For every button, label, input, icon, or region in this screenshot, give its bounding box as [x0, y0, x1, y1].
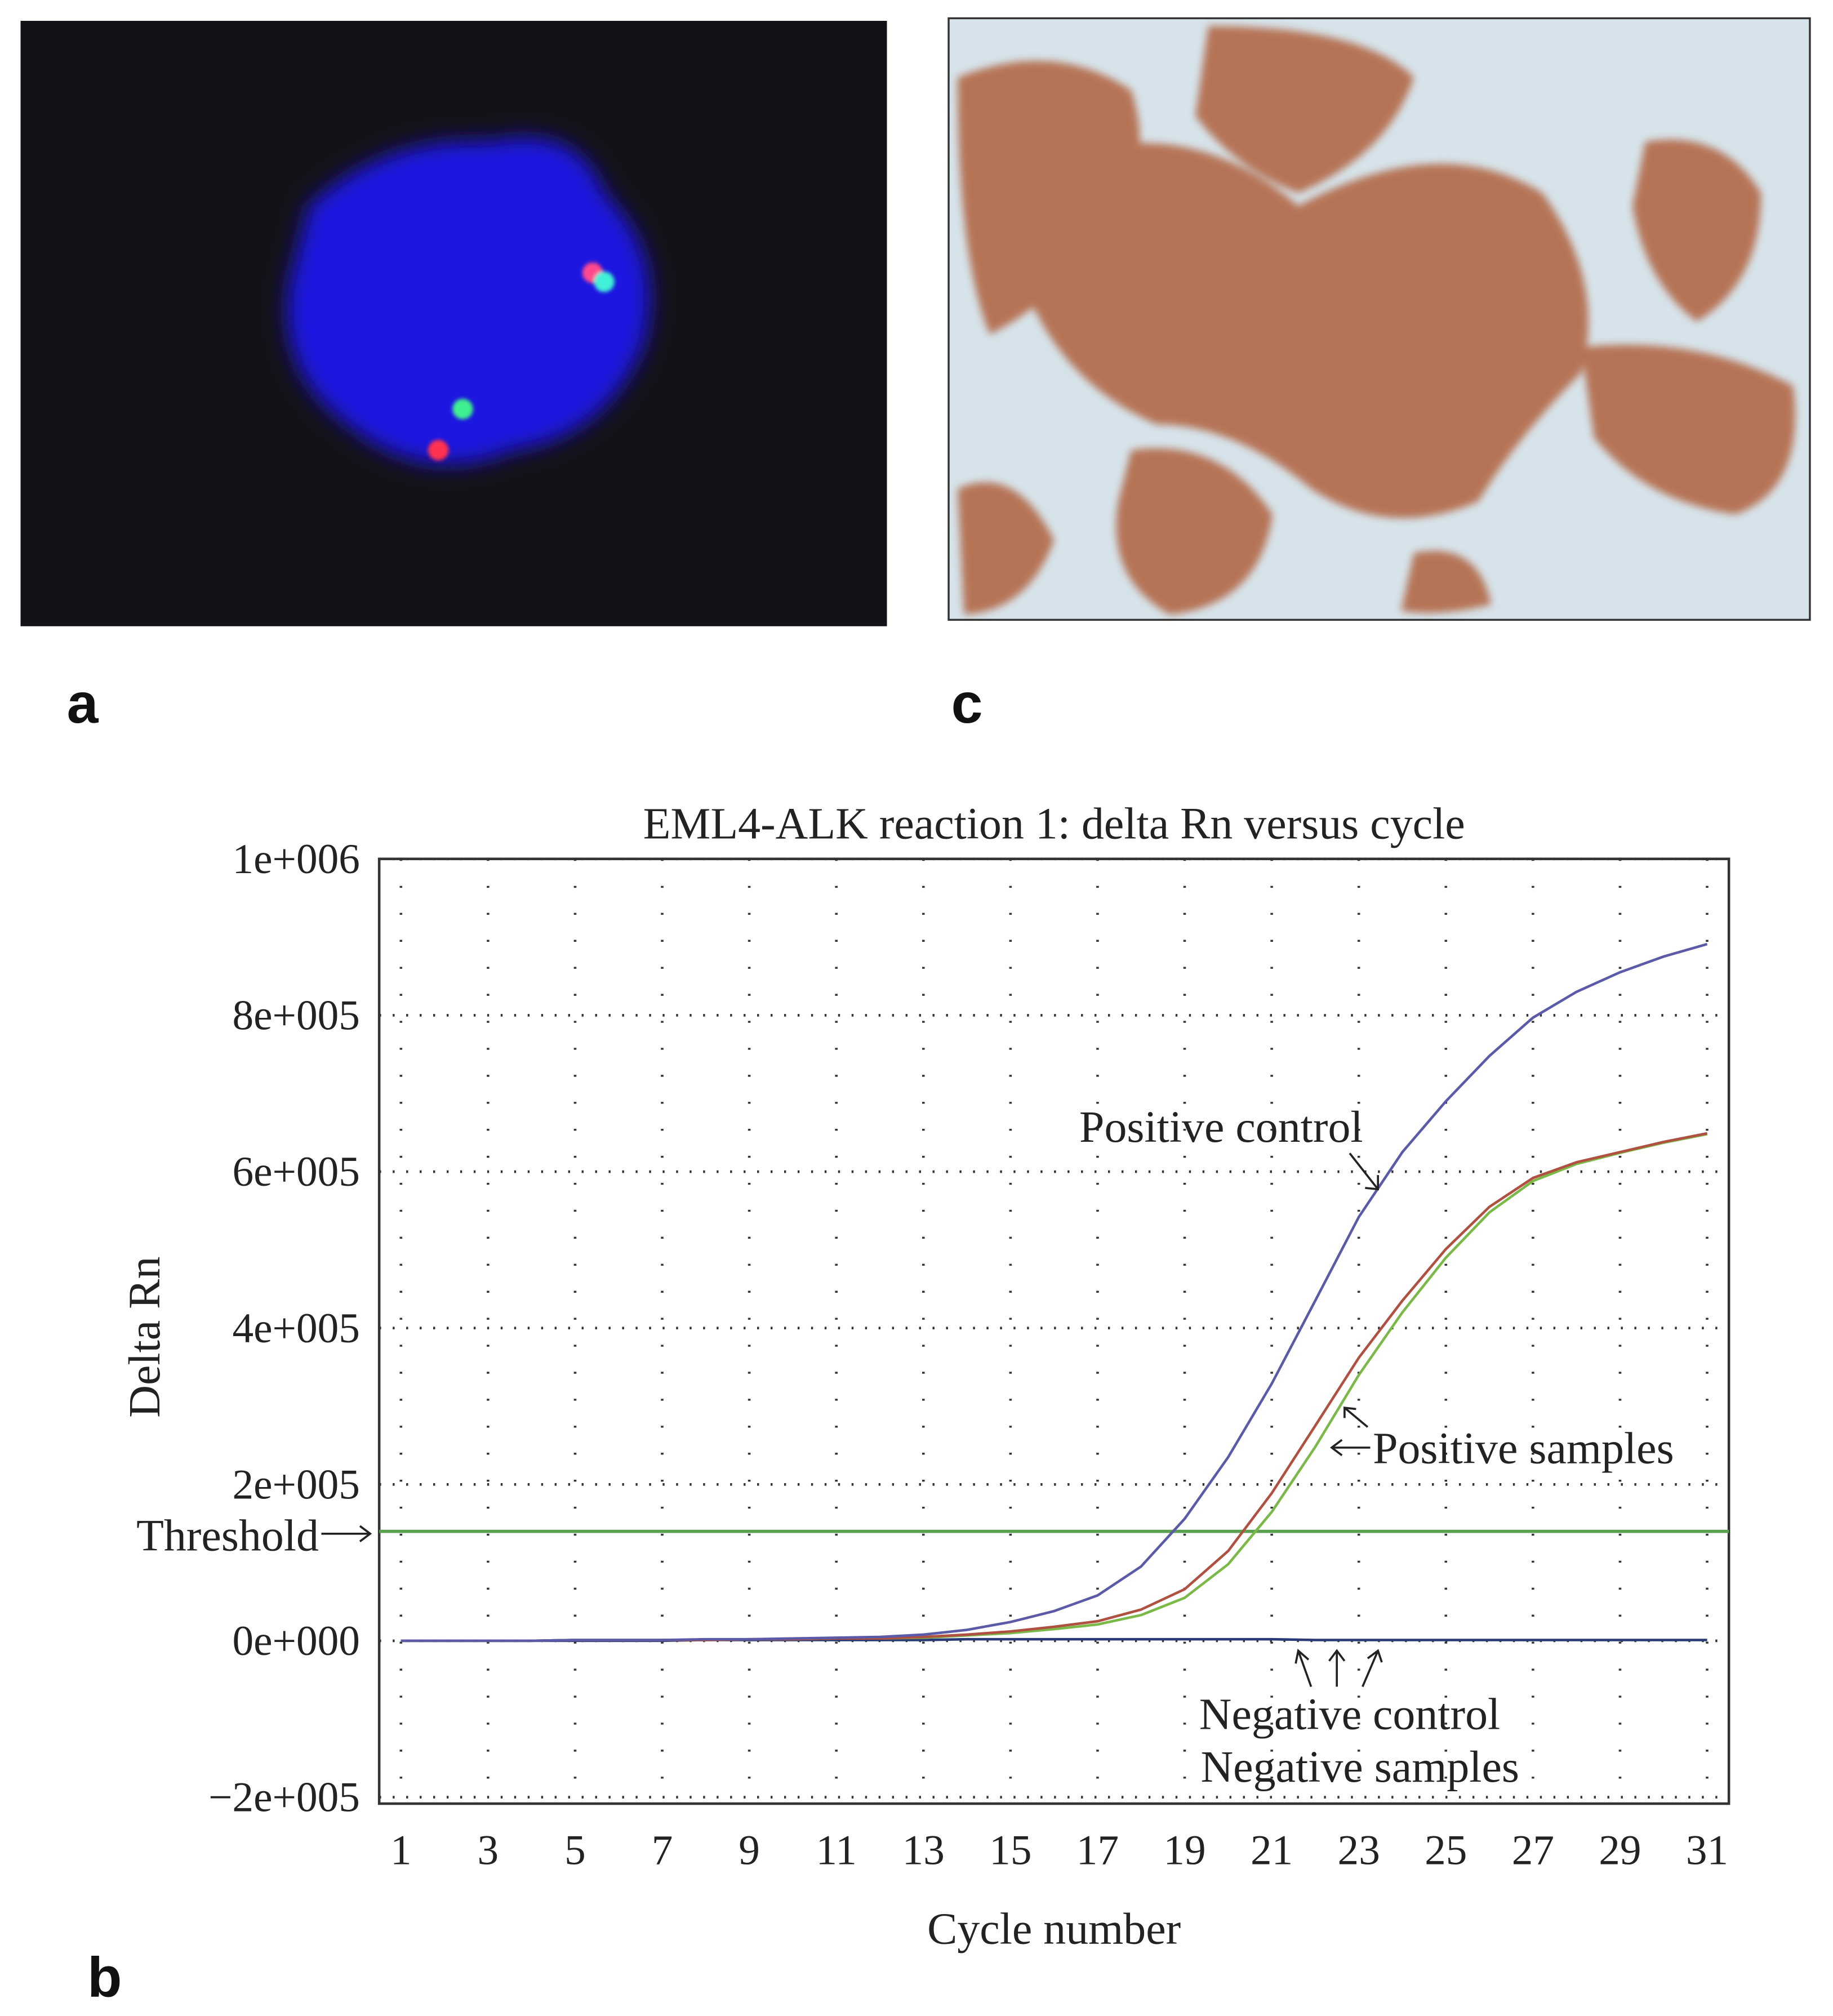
plot-frame [377, 857, 1730, 1805]
x-tick-label: 23 [1338, 1827, 1380, 1873]
panel-c-image [947, 17, 1811, 621]
plot: −2e+005 0e+000 2e+005 4e+005 6e+005 8e+005 1e+… [208, 836, 1730, 1873]
y-tick-label: 0e+000 [232, 1618, 359, 1665]
x-tick-label: 19 [1163, 1827, 1205, 1873]
y-tick-label: 4e+005 [232, 1305, 359, 1352]
series-line [401, 942, 1708, 1643]
series-line [401, 1132, 1708, 1643]
x-tick-label: 31 [1686, 1827, 1728, 1873]
annotation: Threshold [136, 1511, 319, 1560]
x-axis-label: Cycle number [927, 1904, 1181, 1954]
panel-label: b [87, 1946, 122, 2009]
x-tick-label: 15 [989, 1827, 1031, 1873]
x-tick-label: 25 [1425, 1827, 1467, 1873]
x-tick-label: 13 [902, 1827, 945, 1873]
panel-label: a [67, 672, 99, 735]
y-tick-label: 1e+006 [232, 836, 359, 883]
annotation: Positive samples [1373, 1423, 1674, 1473]
x-tick-label: 3 [478, 1827, 499, 1873]
x-tick-label: 29 [1599, 1827, 1641, 1873]
panel-label: c [951, 672, 983, 735]
annotation-arrows [321, 1152, 1383, 1688]
x-tick-label: 9 [738, 1827, 760, 1873]
x-tick-label: 1 [390, 1827, 412, 1873]
annotation: Negative samples [1201, 1742, 1520, 1792]
y-tick-label: 2e+005 [232, 1461, 359, 1508]
x-tick-label: 7 [652, 1827, 673, 1873]
panel-a-image [20, 20, 887, 626]
y-tick-label: 8e+005 [232, 993, 359, 1039]
x-tick-label: 11 [816, 1827, 857, 1873]
y-axis-label: Delta Rn [120, 1257, 170, 1418]
x-tick-label: 5 [564, 1827, 586, 1873]
y-tick-label: 6e+005 [232, 1149, 359, 1195]
x-tick-label: 27 [1512, 1827, 1554, 1873]
chart-title: EML4-ALK reaction 1: delta Rn versus cyc… [643, 799, 1465, 848]
annotation: Positive control [1079, 1102, 1363, 1152]
x-tick-label: 17 [1076, 1827, 1119, 1873]
annotation: Negative control [1199, 1690, 1500, 1739]
y-tick-label: −2e+005 [208, 1774, 360, 1821]
series-line [401, 1133, 1708, 1643]
x-tick-label: 21 [1251, 1827, 1293, 1873]
